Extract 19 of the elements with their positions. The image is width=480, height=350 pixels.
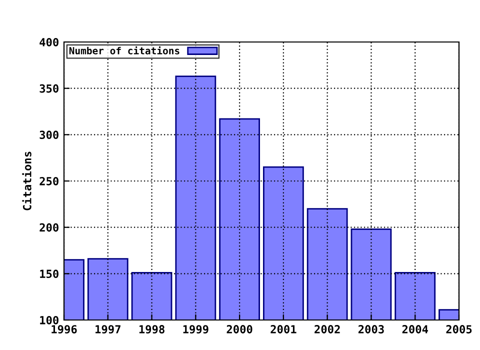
x-tick-label: 2001 <box>270 325 296 334</box>
legend-label: Number of citations <box>69 46 180 54</box>
x-tick-label: 1996 <box>52 325 77 334</box>
x-tick-label: 1999 <box>183 325 208 334</box>
y-tick-label: 200 <box>40 223 58 232</box>
x-tick-label: 2004 <box>402 325 428 334</box>
x-tick-label: 2003 <box>358 325 384 334</box>
y-tick-label: 150 <box>40 270 58 278</box>
y-axis-title: Citations <box>22 152 32 210</box>
x-tick-label: 2000 <box>226 325 252 334</box>
x-tick-label: 1997 <box>96 325 120 334</box>
y-tick-label: 100 <box>40 316 58 324</box>
x-tick-label: 1998 <box>139 325 164 334</box>
y-tick-label: 350 <box>40 84 58 93</box>
y-tick-label: 400 <box>40 38 58 46</box>
x-tick-label: 2002 <box>314 325 340 334</box>
y-tick-label: 300 <box>40 130 58 140</box>
x-tick-label: 2005 <box>446 325 472 334</box>
y-tick-label: 250 <box>40 176 58 186</box>
